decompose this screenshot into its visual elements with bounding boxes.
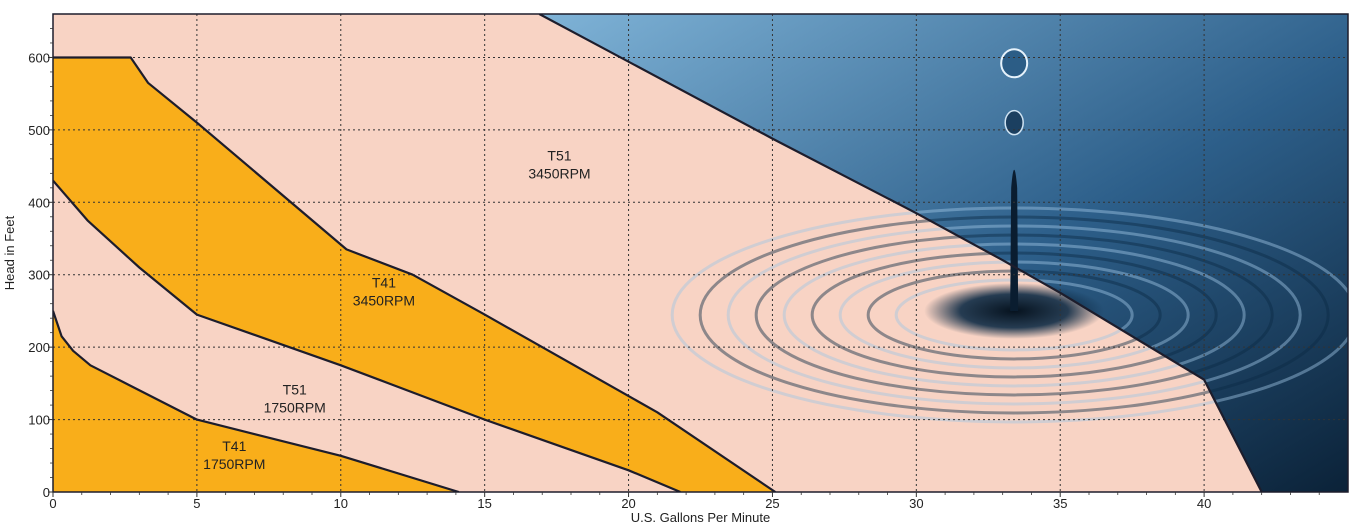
y-tick-label: 400 (28, 195, 50, 210)
y-tick-label: 0 (43, 485, 50, 500)
y-tick-label: 200 (28, 340, 50, 355)
y-axis-title: Head in Feet (2, 215, 17, 290)
x-tick-label: 35 (1053, 496, 1067, 511)
performance-bands (53, 57, 776, 492)
region-label-rpm: 1750RPM (264, 400, 326, 416)
y-tick-label: 300 (28, 268, 50, 283)
water-background (539, 14, 1348, 492)
performance-curves (53, 14, 1263, 492)
curve-t51-3450rpm (538, 14, 1263, 492)
falling-droplet (1000, 48, 1029, 79)
x-axis-title: U.S. Gallons Per Minute (631, 510, 770, 525)
x-tick-label: 15 (477, 496, 491, 511)
band-t41-1750rpm (53, 310, 459, 492)
curve-t51-1750rpm (53, 179, 681, 492)
band-t41-3450rpm (53, 57, 776, 492)
x-tick-label: 10 (334, 496, 348, 511)
x-tick-label: 25 (765, 496, 779, 511)
region-label-model: T41 (222, 438, 246, 454)
x-tick-label: 30 (909, 496, 923, 511)
region-label-model: T51 (283, 382, 307, 398)
curve-t41-1750rpm (53, 310, 460, 492)
region-labels: T51 3450RPM T41 3450RPM T51 1750RPM T41 1750RPM (203, 148, 590, 472)
water-droplet-image (539, 14, 1348, 492)
splash-drop (1004, 109, 1024, 136)
region-label-model: T41 (372, 274, 396, 290)
region-label-rpm: 3450RPM (528, 166, 590, 182)
y-tick-label: 100 (28, 413, 50, 428)
grid-lines (53, 14, 1348, 492)
curve-t41-3450rpm (53, 56, 776, 492)
x-tick-label: 0 (49, 496, 56, 511)
y-tick-label: 500 (28, 123, 50, 138)
x-tick-label: 20 (621, 496, 635, 511)
splash-column (1010, 169, 1019, 311)
x-tick-label: 40 (1197, 496, 1211, 511)
y-tick-label: 600 (28, 50, 50, 65)
region-label-rpm: 1750RPM (203, 456, 265, 472)
region-label-model: T51 (547, 148, 571, 164)
x-tick-label: 5 (193, 496, 200, 511)
region-label-rpm: 3450RPM (353, 292, 415, 308)
plot-frame (52, 13, 1349, 493)
